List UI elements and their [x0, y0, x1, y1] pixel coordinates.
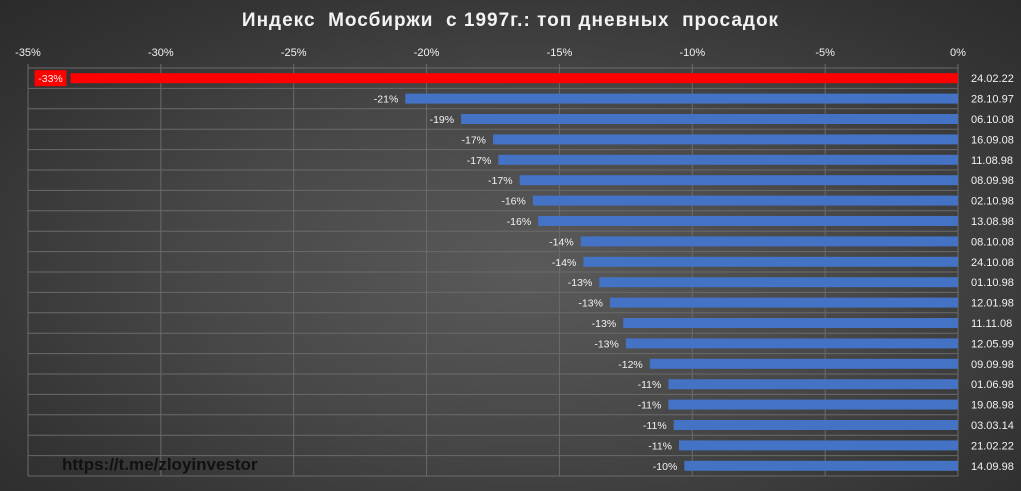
- data-label: -19%: [430, 114, 455, 126]
- category-label: 21.02.22: [971, 440, 1014, 452]
- data-label: -17%: [467, 155, 492, 167]
- data-label: -10%: [653, 461, 678, 473]
- chart-title: Индекс Мосбиржи с 1997г.: топ дневных пр…: [241, 10, 780, 31]
- bar: [580, 236, 958, 247]
- x-tick-label: -10%: [679, 47, 705, 59]
- category-label: 12.05.99: [971, 338, 1014, 350]
- data-label: -11%: [638, 400, 662, 412]
- category-label: 02.10.98: [971, 196, 1014, 208]
- category-label: 09.09.98: [971, 359, 1014, 371]
- data-label: -17%: [488, 175, 513, 187]
- x-axis-ticks: -35% -30% -25% -20% -15% -10% -5% 0%: [15, 47, 966, 59]
- watermark-link[interactable]: https://t.me/zloyinvestor: [62, 455, 258, 474]
- category-label: 24.02.22: [971, 73, 1014, 85]
- data-label: -17%: [461, 134, 486, 146]
- bar: [493, 134, 958, 145]
- data-label: -13%: [568, 277, 593, 289]
- data-label: -33%: [38, 73, 63, 85]
- category-label: 11.11.08: [971, 318, 1012, 330]
- data-label: -13%: [578, 298, 603, 310]
- bar: [623, 318, 958, 328]
- category-label: 01.10.98: [971, 277, 1014, 289]
- bars: [70, 73, 958, 471]
- bar: [461, 114, 958, 124]
- data-labels: -33% -21% -19% -17% -17% -17% -16% -16% -14% -14%…: [34, 70, 678, 473]
- data-label: -16%: [507, 216, 532, 228]
- category-label: 01.06.98: [971, 379, 1014, 391]
- x-tick-label: 0%: [950, 47, 966, 59]
- bar: [498, 154, 958, 165]
- bar: [583, 256, 958, 267]
- category-label: 12.01.98: [971, 298, 1014, 310]
- data-label: -21%: [374, 94, 399, 106]
- category-label: 28.10.97: [971, 94, 1014, 106]
- data-label: -13%: [594, 338, 619, 350]
- bar: [599, 277, 958, 288]
- category-label: 11.08.98: [971, 155, 1013, 167]
- bar: [538, 216, 958, 226]
- category-label: 16.09.08: [971, 134, 1014, 146]
- x-tick-label: -5%: [815, 47, 835, 59]
- bar: [679, 440, 958, 451]
- bar: [609, 297, 958, 308]
- data-label: -13%: [592, 318, 617, 330]
- data-label: -11%: [643, 420, 667, 432]
- data-label: -14%: [549, 236, 574, 248]
- data-label: -11%: [638, 379, 662, 391]
- category-label: 06.10.08: [971, 114, 1014, 126]
- data-label: -14%: [552, 257, 577, 269]
- category-label: 13.08.98: [971, 216, 1014, 228]
- x-tick-label: -35%: [15, 47, 41, 59]
- x-tick-label: -25%: [281, 47, 307, 59]
- grid-layer: [27, 64, 959, 477]
- bar: [532, 195, 958, 206]
- x-tick-label: -30%: [148, 47, 174, 59]
- category-label: 03.03.14: [971, 420, 1014, 432]
- bar: [649, 358, 958, 369]
- bar: [625, 338, 958, 349]
- category-label: 19.08.98: [971, 400, 1014, 412]
- bar: [70, 73, 958, 84]
- data-label: -11%: [648, 440, 672, 452]
- bar: [668, 379, 958, 390]
- x-tick-label: -15%: [547, 47, 573, 59]
- category-label: 24.10.08: [971, 257, 1014, 269]
- bar: [673, 420, 958, 430]
- category-label: 14.09.98: [971, 461, 1014, 473]
- category-label: 08.10.08: [971, 236, 1014, 248]
- bar: [684, 460, 958, 471]
- category-labels: 24.02.22 28.10.97 06.10.08 16.09.08 11.08.98…: [971, 73, 1014, 473]
- bar: [668, 399, 958, 410]
- category-label: 08.09.98: [971, 175, 1014, 187]
- data-label: -12%: [618, 359, 643, 371]
- data-label-background: [34, 70, 67, 87]
- x-tick-label: -20%: [414, 47, 440, 59]
- data-label: -16%: [501, 196, 526, 208]
- bar: [519, 175, 958, 186]
- bar: [405, 93, 958, 104]
